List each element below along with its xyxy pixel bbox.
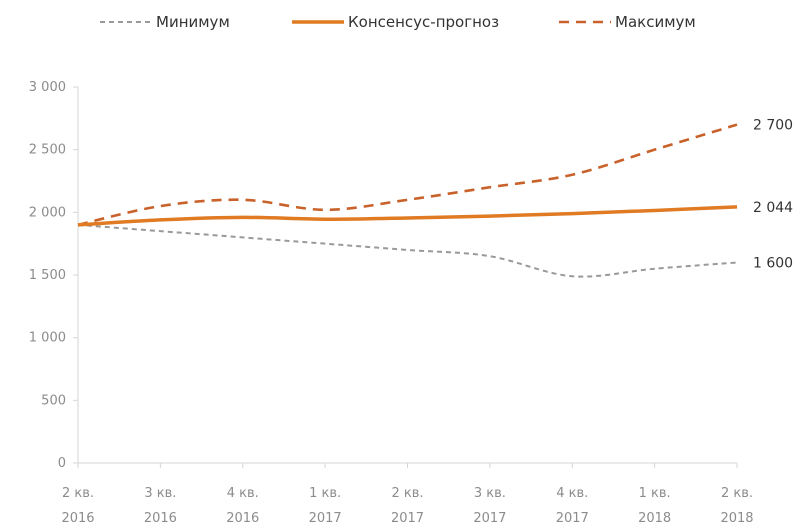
x-tick-label-quarter: 2 кв. bbox=[391, 486, 423, 501]
series-line-max bbox=[77, 123, 738, 227]
x-tick-label-year: 2018 bbox=[720, 511, 753, 525]
x-tick-label-year: 2016 bbox=[144, 511, 177, 525]
x-tick-label-year: 2017 bbox=[556, 511, 589, 525]
x-tick-label-year: 2016 bbox=[226, 511, 259, 525]
legend-label-consensus: Консенсус-прогноз bbox=[348, 13, 499, 31]
x-tick-label-quarter: 2 кв. bbox=[721, 486, 753, 501]
end-value-label-max: 2 700 bbox=[753, 118, 793, 134]
y-tick-label: 3 000 bbox=[29, 80, 66, 95]
y-tick-label: 2 000 bbox=[29, 205, 66, 220]
x-tick-label-year: 2016 bbox=[61, 511, 94, 525]
y-tick-label: 500 bbox=[41, 393, 66, 408]
end-value-label-min: 1 600 bbox=[753, 255, 793, 271]
x-tick-label-quarter: 1 кв. bbox=[639, 486, 671, 501]
x-tick-label-quarter: 3 кв. bbox=[474, 486, 506, 501]
x-tick-label-quarter: 1 кв. bbox=[309, 486, 341, 501]
series-line-consensus bbox=[77, 205, 738, 227]
series-line-min bbox=[77, 223, 738, 278]
x-tick-label-year: 2017 bbox=[391, 511, 424, 525]
y-tick-label: 1 000 bbox=[29, 331, 66, 346]
x-tick-label-year: 2017 bbox=[309, 511, 342, 525]
x-tick-label-quarter: 3 кв. bbox=[144, 486, 176, 501]
x-tick-label-year: 2017 bbox=[473, 511, 506, 525]
end-value-label-consensus: 2 044 bbox=[753, 200, 793, 216]
legend-label-max: Максимум bbox=[615, 13, 696, 31]
legend-label-min: Минимум bbox=[156, 13, 230, 31]
x-tick-label-year: 2018 bbox=[638, 511, 671, 525]
y-tick-label: 1 500 bbox=[29, 268, 66, 283]
x-tick-label-quarter: 2 кв. bbox=[62, 486, 94, 501]
y-tick-label: 2 500 bbox=[29, 143, 66, 158]
x-tick-label-quarter: 4 кв. bbox=[227, 486, 259, 501]
y-tick-label: 0 bbox=[58, 456, 66, 471]
x-tick-label-quarter: 4 кв. bbox=[556, 486, 588, 501]
